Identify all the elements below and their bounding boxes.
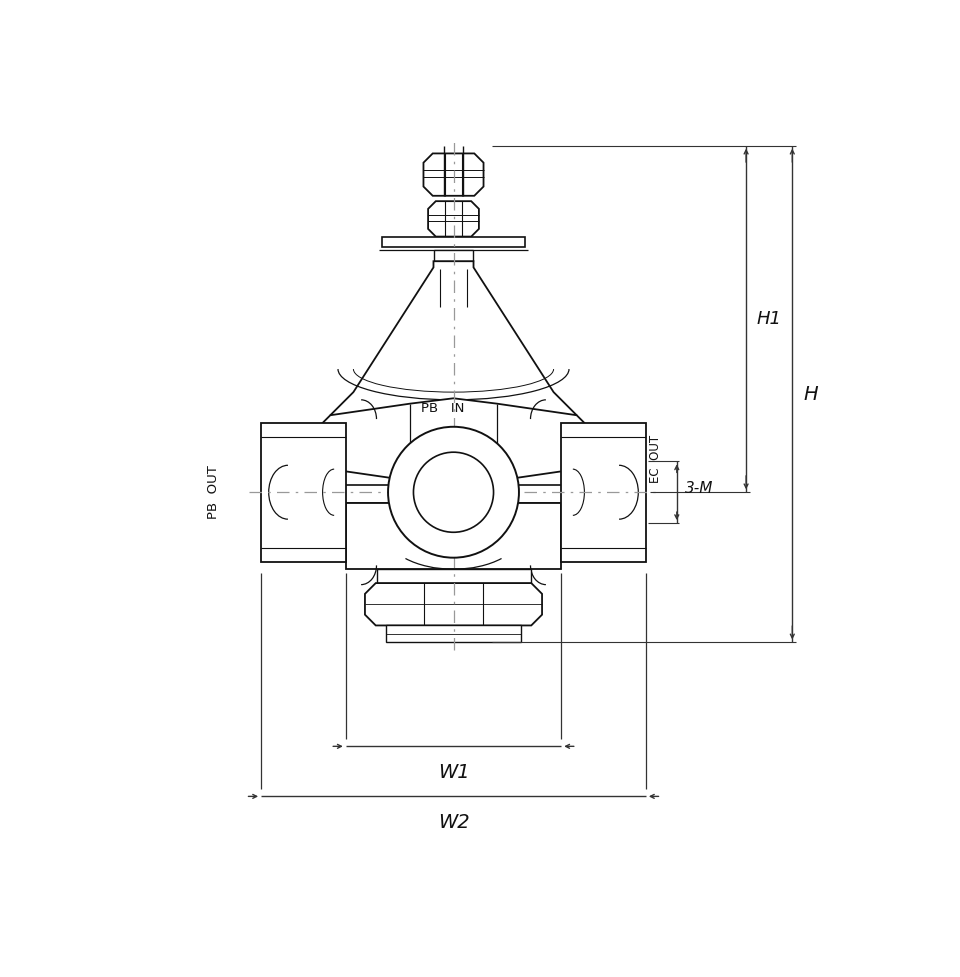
Circle shape (414, 452, 493, 532)
Text: PB   IN: PB IN (421, 403, 465, 415)
Polygon shape (386, 625, 521, 643)
Polygon shape (382, 236, 525, 247)
Polygon shape (423, 153, 484, 195)
Text: EC  OUT: EC OUT (649, 435, 661, 483)
Text: 3-M: 3-M (684, 481, 713, 496)
Polygon shape (346, 503, 562, 570)
Polygon shape (330, 261, 577, 415)
Polygon shape (562, 423, 646, 562)
Polygon shape (428, 201, 479, 236)
Polygon shape (434, 250, 472, 261)
Text: PB  OUT: PB OUT (206, 465, 220, 519)
Text: W1: W1 (438, 763, 469, 783)
Polygon shape (334, 485, 573, 503)
Polygon shape (365, 583, 542, 625)
Text: H: H (804, 385, 818, 404)
Polygon shape (315, 399, 592, 487)
Text: W2: W2 (438, 813, 469, 832)
Circle shape (388, 427, 519, 558)
Polygon shape (376, 570, 531, 583)
Polygon shape (261, 423, 346, 562)
Text: H1: H1 (756, 310, 781, 328)
